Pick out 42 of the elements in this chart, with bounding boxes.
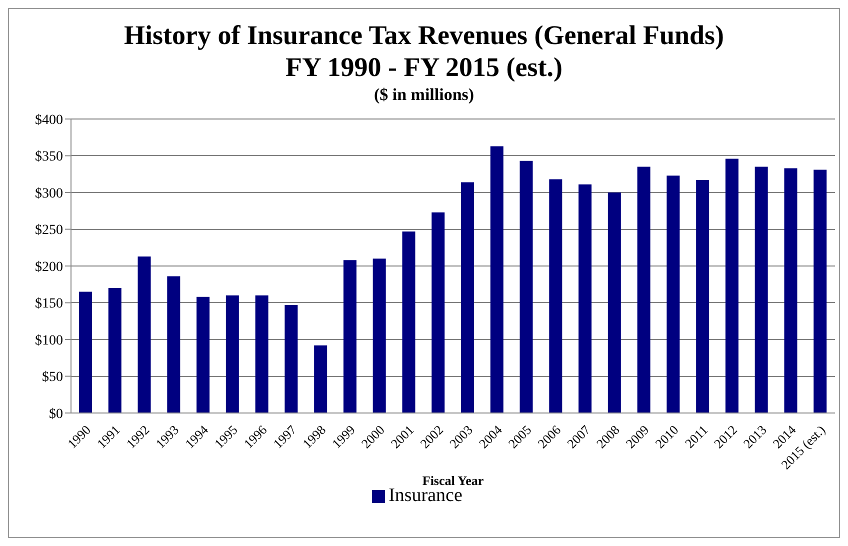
bar (490, 146, 504, 413)
bar (402, 231, 416, 413)
y-tick-label: $400 (35, 112, 63, 128)
bar (725, 158, 738, 413)
y-tick-label: $250 (35, 223, 63, 238)
bar (549, 179, 562, 413)
x-tick-label: 2001 (388, 422, 417, 452)
bar (637, 166, 650, 413)
bar (608, 192, 621, 413)
y-tick-label: $150 (35, 296, 63, 312)
bar (666, 176, 680, 413)
bar (226, 295, 239, 413)
bar (814, 170, 827, 413)
bar (255, 295, 268, 413)
legend-label: Insurance (388, 485, 462, 506)
y-tick-label: $200 (35, 260, 63, 275)
bar (696, 180, 710, 413)
bar (578, 184, 592, 413)
bar (79, 292, 92, 413)
bar (754, 166, 768, 413)
x-axis-title: Fiscal Year (422, 473, 484, 488)
bar (167, 276, 180, 413)
bar (196, 296, 210, 413)
chart-subtitle: ($ in millions) (372, 84, 476, 106)
y-tick-label: $350 (35, 150, 63, 165)
bar (372, 258, 386, 413)
bar (314, 345, 328, 413)
bar (138, 256, 151, 413)
bar (461, 182, 474, 413)
y-tick-label: $50 (42, 370, 63, 386)
bar (784, 168, 798, 413)
x-tick-label: 1991 (94, 422, 123, 452)
y-tick-label: $100 (35, 333, 63, 348)
y-tick-label: $300 (35, 186, 63, 202)
x-tick-label: 2011 (682, 422, 711, 451)
bar (284, 304, 298, 413)
bar (108, 288, 122, 413)
bar (432, 212, 445, 413)
chart-title: History of Insurance Tax Revenues (General Funds) FY 1990 - FY 2015 (est.) (122, 19, 726, 83)
bar (520, 160, 533, 413)
bar (343, 260, 356, 413)
y-tick-label: $0 (49, 406, 63, 422)
